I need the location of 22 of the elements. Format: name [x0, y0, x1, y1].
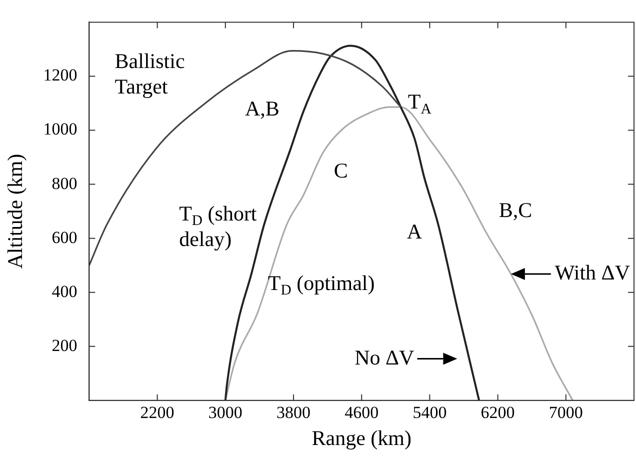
- x-axis-title: Range (km): [312, 426, 412, 450]
- x-tick-label: 4600: [344, 403, 379, 422]
- y-axis-title: Altitude (km): [3, 154, 28, 269]
- x-tick-label: 3000: [208, 403, 242, 422]
- y-tick-label: 600: [52, 228, 78, 247]
- x-tick-label: 3800: [276, 403, 310, 422]
- x-tick-label: 7000: [548, 403, 583, 422]
- y-tick-label: 1200: [43, 66, 78, 85]
- annotation: A: [406, 219, 423, 244]
- x-tick-label: 5400: [412, 403, 447, 422]
- annotation: With ΔV: [554, 260, 630, 284]
- y-tick-label: 400: [52, 282, 78, 301]
- y-tick-label: 800: [52, 174, 78, 193]
- annotation: A,B: [245, 96, 280, 120]
- annotation: B,C: [498, 198, 532, 222]
- annotation: No ΔV: [354, 345, 414, 370]
- x-tick-label: 6200: [480, 403, 515, 422]
- y-tick-label: 200: [52, 336, 78, 355]
- y-tick-label: 1000: [43, 120, 78, 139]
- x-tick-label: 2200: [140, 403, 174, 422]
- annotation: Ballistic Target: [114, 49, 185, 98]
- annotation: C: [334, 158, 348, 182]
